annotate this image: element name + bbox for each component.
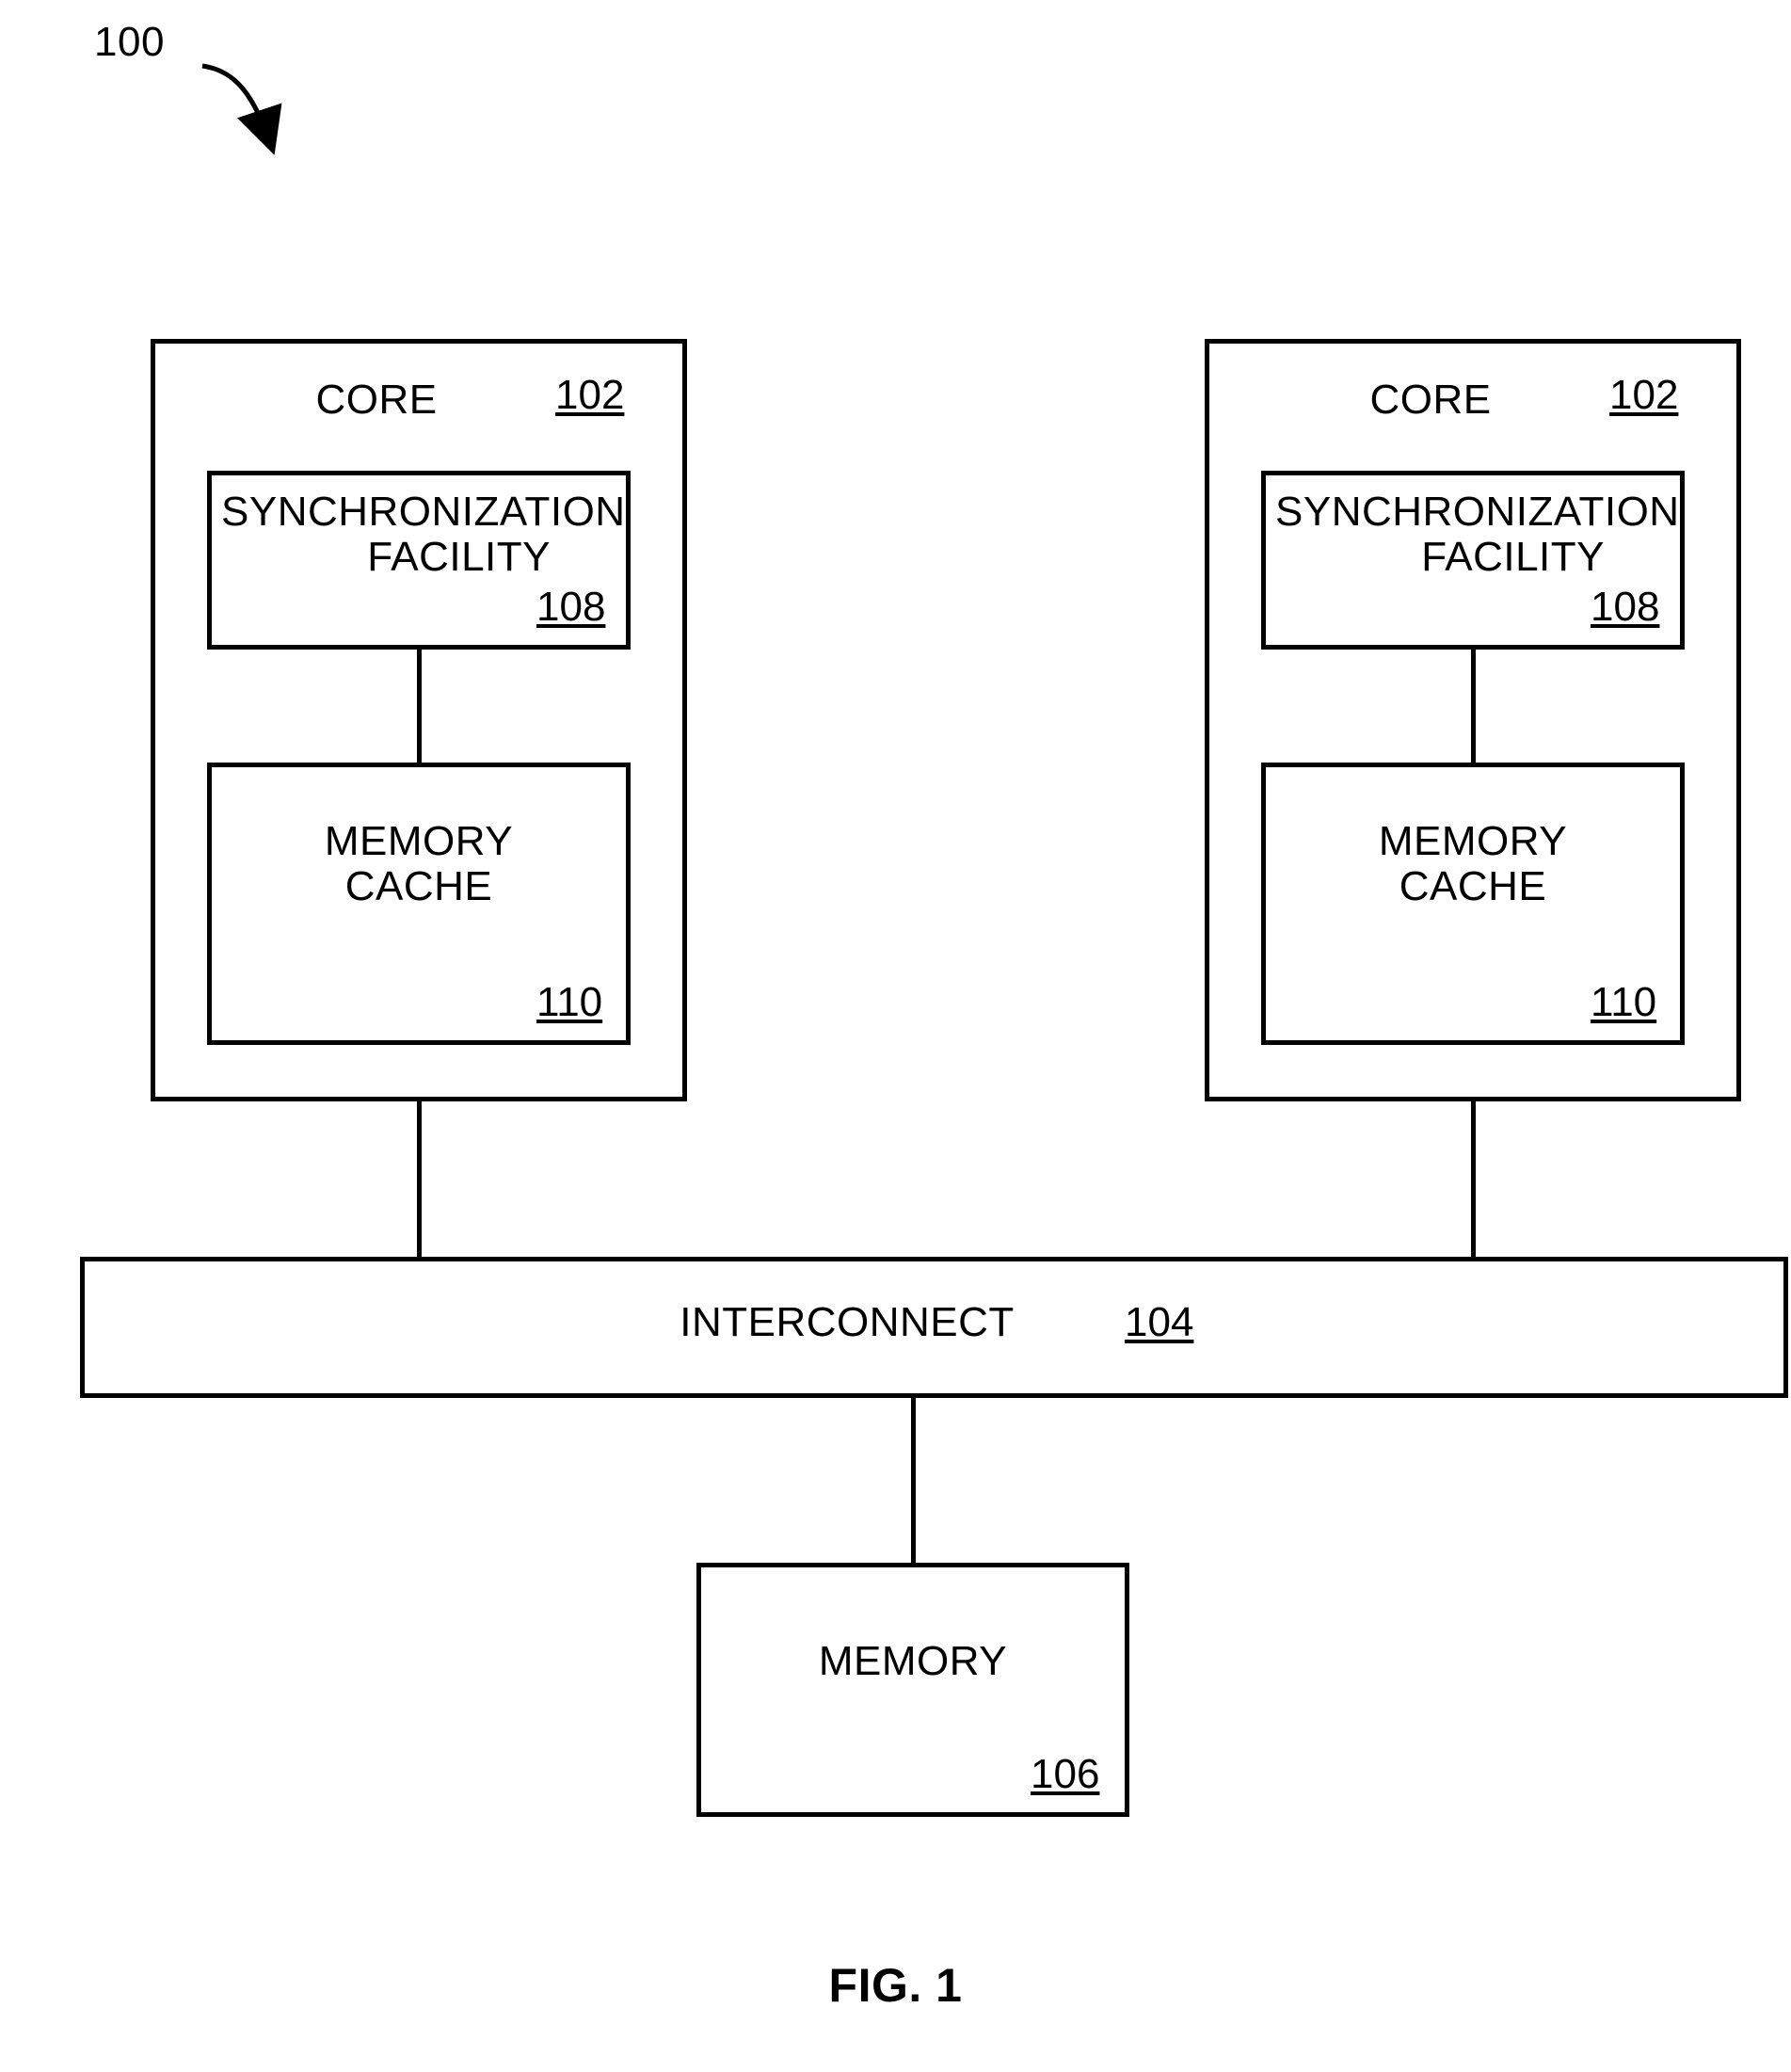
memory-cache-label: MEMORY CACHE [207,819,631,910]
interconnect-to-memory-connector [911,1398,916,1563]
core-title: CORE [282,377,471,424]
core-title: CORE [1336,377,1525,424]
sync-facility-ref: 108 [1591,584,1659,631]
sync-facility-ref: 108 [536,584,605,631]
memory-cache-ref: 110 [536,979,602,1026]
memory-cache-label: MEMORY CACHE [1261,819,1685,910]
figure-label: FIG. 1 [0,1958,1791,2013]
memory-ref: 106 [1031,1751,1099,1798]
sync-to-cache-connector [417,650,422,763]
system-ref-arrow [0,0,376,235]
sync-to-cache-connector [1471,650,1476,763]
memory-cache-ref: 110 [1591,979,1656,1026]
core-ref: 102 [555,372,624,419]
core-to-interconnect-connector [1471,1101,1476,1257]
core-ref: 102 [1609,372,1678,419]
memory-label: MEMORY [696,1638,1129,1685]
sync-facility-label: SYNCHRONIZATION FACILITY [221,490,551,581]
interconnect-label: INTERCONNECT [659,1299,1035,1346]
core-to-interconnect-connector [417,1101,422,1257]
sync-facility-label: SYNCHRONIZATION FACILITY [1275,490,1605,581]
interconnect-ref: 104 [1125,1299,1193,1346]
